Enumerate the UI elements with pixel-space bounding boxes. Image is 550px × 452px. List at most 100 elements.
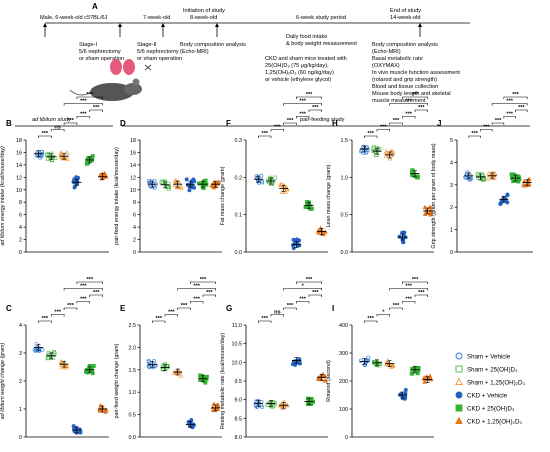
significance-bracket: *** — [190, 277, 216, 284]
bracket-line — [63, 103, 103, 106]
bracket-line — [63, 307, 78, 310]
significance-bracket: *** — [258, 316, 272, 323]
y-tick-label: 4 — [19, 323, 22, 329]
significance-bracket: *** — [63, 118, 78, 125]
y-tick-label: 6 — [133, 213, 136, 219]
y-tick-label: 2 — [450, 205, 453, 211]
timeline-note-line: 25(OH)D₃ (75 μg/kg/day), — [265, 63, 329, 69]
timeline-note-line: 1,25(OH)₂D₃ (60 ng/kg/day) — [265, 70, 334, 76]
data-point — [146, 364, 151, 369]
significance-label: *** — [306, 277, 313, 283]
y-tick-label: 0.0 — [129, 435, 137, 441]
bracket-line — [283, 122, 297, 125]
y-axis-label: Resting metabolic rate (kcal/mouse/day) — [220, 333, 226, 429]
significance-label: ns — [274, 310, 281, 316]
panel-letter: G — [226, 304, 232, 313]
y-axis-label: Lean mass change (gram) — [326, 164, 332, 227]
timeline-note-line: 5/6 nephrectomy — [137, 49, 179, 55]
data-point — [103, 409, 108, 414]
significance-label: *** — [287, 303, 294, 309]
timeline-arrowhead — [118, 23, 122, 27]
significance-label: *** — [80, 284, 87, 290]
kidney-left-shape — [110, 59, 122, 75]
mouse-head-shape — [124, 83, 142, 95]
bracket-line — [491, 122, 505, 125]
bracket-line — [258, 135, 272, 138]
significance-bracket: *** — [402, 112, 416, 119]
bracket-line — [190, 301, 204, 304]
significance-label: *** — [200, 277, 207, 283]
y-tick-label: 1.0 — [341, 175, 349, 181]
scissors-icon — [144, 64, 152, 71]
timeline-arrows — [43, 23, 422, 37]
timeline-note-line: CKD and sham mice treated with — [265, 56, 347, 62]
bracket-line — [89, 109, 103, 112]
data-point — [72, 177, 77, 182]
significance-label: *** — [261, 131, 268, 137]
data-point — [160, 366, 165, 371]
significance-label: *** — [483, 125, 490, 131]
bracket-line — [296, 281, 322, 284]
y-tick-label: 16 — [16, 150, 22, 156]
panel-letter: J — [437, 119, 441, 128]
data-point — [45, 156, 50, 161]
data-point — [173, 178, 179, 183]
y-tick-label: 2 — [133, 238, 136, 244]
data-point — [259, 173, 264, 178]
significance-bracket: *** — [414, 290, 428, 297]
significance-label: *** — [274, 125, 281, 131]
significance-bracket: *** — [177, 303, 191, 310]
timeline-arrowhead — [215, 23, 219, 27]
significance-bracket: *** — [177, 284, 216, 291]
bracket-line — [190, 281, 216, 284]
significance-label: *** — [312, 290, 319, 296]
data-point — [172, 182, 177, 188]
significance-bracket: *** — [76, 112, 91, 119]
data-point — [187, 188, 192, 193]
significance-label: *** — [393, 118, 400, 124]
legend-label: CKD + Vehicle — [467, 392, 508, 399]
data-point — [428, 212, 433, 217]
panel-c: C 0 1 2 3 4 ad libitum weight change (gram) ***… — [0, 277, 109, 441]
timeline-label: 6-week study period — [296, 15, 346, 21]
significance-label: *** — [306, 92, 313, 98]
significance-bracket: *** — [308, 105, 322, 112]
significance-label: *** — [80, 99, 87, 105]
significance-bracket: *** — [164, 310, 178, 317]
legend-item: CKD + 1,25(OH)₂D₃ — [455, 416, 522, 425]
bracket-line — [503, 96, 528, 99]
significance-label: *** — [193, 297, 200, 303]
y-tick-label: 400 — [339, 323, 348, 329]
y-axis-label: ad libitum energy intake (kcal/mouse/day… — [0, 146, 6, 246]
timeline-arrowhead — [418, 23, 422, 27]
bracket-line — [515, 109, 528, 112]
data-point — [64, 150, 70, 155]
bracket-line — [480, 129, 493, 132]
bracket-line — [283, 288, 322, 291]
significance-bracket: *** — [270, 125, 284, 132]
group-points — [45, 151, 58, 163]
significance-bracket: *** — [76, 277, 103, 284]
significance-bracket: *** — [468, 131, 481, 138]
data-point — [377, 361, 382, 366]
significance-label: *** — [393, 303, 400, 309]
y-tick-label: 12 — [130, 175, 136, 181]
timeline-label: Initiation of study — [183, 8, 225, 14]
data-point — [485, 176, 491, 181]
significance-bracket: *** — [296, 277, 322, 284]
significance-label: *** — [418, 290, 425, 296]
y-axis-label: Fat mass change (gram) — [220, 166, 226, 225]
y-tick-label: 2.5 — [129, 323, 137, 329]
y-tick-label: 12 — [16, 175, 22, 181]
data-point — [374, 152, 379, 157]
data-point — [491, 172, 497, 177]
significance-label: *** — [168, 310, 175, 316]
y-tick-label: 1.5 — [129, 368, 137, 374]
significance-label: *** — [67, 303, 74, 309]
timeline-note-line: or sham operation — [79, 56, 124, 62]
significance-bracket: * — [376, 310, 390, 317]
bracket-line — [76, 116, 91, 119]
group-points — [398, 387, 408, 401]
